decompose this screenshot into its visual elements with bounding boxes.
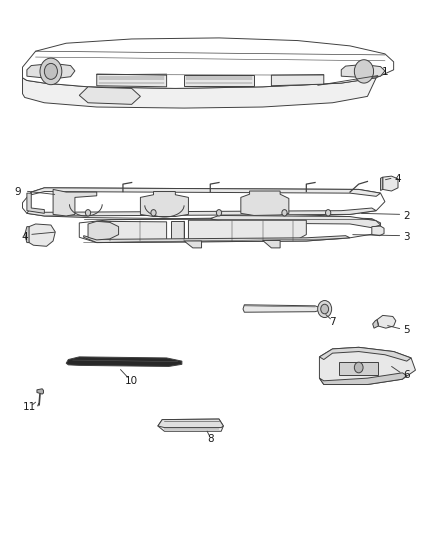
- Circle shape: [325, 209, 331, 216]
- Circle shape: [151, 209, 156, 216]
- Text: 11: 11: [22, 402, 36, 413]
- Text: 3: 3: [403, 232, 410, 243]
- Polygon shape: [188, 220, 306, 240]
- Polygon shape: [158, 419, 223, 427]
- Circle shape: [354, 60, 374, 83]
- Polygon shape: [22, 188, 385, 219]
- Polygon shape: [22, 38, 394, 88]
- Polygon shape: [377, 316, 396, 328]
- Polygon shape: [79, 87, 141, 104]
- Polygon shape: [372, 226, 384, 236]
- Polygon shape: [25, 227, 29, 243]
- Circle shape: [321, 304, 328, 314]
- Polygon shape: [184, 241, 201, 248]
- Polygon shape: [171, 221, 184, 241]
- Polygon shape: [373, 320, 378, 328]
- Polygon shape: [341, 64, 385, 78]
- Polygon shape: [97, 221, 166, 241]
- Polygon shape: [27, 63, 75, 79]
- Polygon shape: [241, 191, 289, 215]
- Polygon shape: [243, 305, 324, 312]
- Polygon shape: [27, 208, 376, 216]
- Polygon shape: [339, 362, 378, 375]
- Polygon shape: [22, 78, 376, 108]
- Polygon shape: [141, 191, 188, 216]
- Polygon shape: [383, 176, 398, 191]
- Polygon shape: [158, 419, 223, 431]
- Text: 8: 8: [207, 434, 214, 445]
- Polygon shape: [210, 215, 381, 228]
- Polygon shape: [53, 189, 97, 216]
- Circle shape: [216, 209, 222, 216]
- Polygon shape: [319, 373, 407, 384]
- Text: 4: 4: [21, 232, 28, 243]
- Polygon shape: [31, 188, 381, 196]
- Polygon shape: [88, 221, 119, 240]
- Text: 7: 7: [329, 317, 336, 327]
- Circle shape: [318, 301, 332, 318]
- Polygon shape: [381, 177, 383, 190]
- Text: 5: 5: [403, 325, 410, 335]
- Polygon shape: [27, 224, 55, 246]
- Polygon shape: [84, 236, 350, 243]
- Polygon shape: [263, 240, 280, 248]
- Polygon shape: [66, 357, 182, 367]
- Polygon shape: [319, 348, 416, 384]
- Polygon shape: [27, 193, 44, 213]
- Text: 9: 9: [15, 187, 21, 197]
- Circle shape: [354, 362, 363, 373]
- Polygon shape: [272, 75, 324, 86]
- Text: 1: 1: [381, 68, 388, 77]
- Polygon shape: [79, 217, 381, 243]
- Polygon shape: [97, 74, 166, 87]
- Text: 2: 2: [403, 211, 410, 221]
- Text: 10: 10: [125, 376, 138, 386]
- Circle shape: [85, 209, 91, 216]
- Circle shape: [282, 209, 287, 216]
- Circle shape: [44, 63, 57, 79]
- Polygon shape: [184, 75, 254, 86]
- Text: 6: 6: [403, 370, 410, 381]
- Polygon shape: [319, 348, 411, 361]
- Circle shape: [40, 58, 62, 85]
- Text: 4: 4: [395, 174, 401, 184]
- Polygon shape: [37, 389, 43, 394]
